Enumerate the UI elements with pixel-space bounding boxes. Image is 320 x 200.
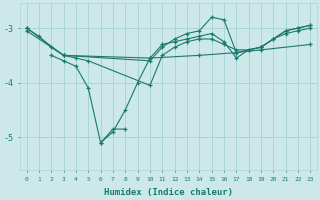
X-axis label: Humidex (Indice chaleur): Humidex (Indice chaleur) [104,188,233,197]
